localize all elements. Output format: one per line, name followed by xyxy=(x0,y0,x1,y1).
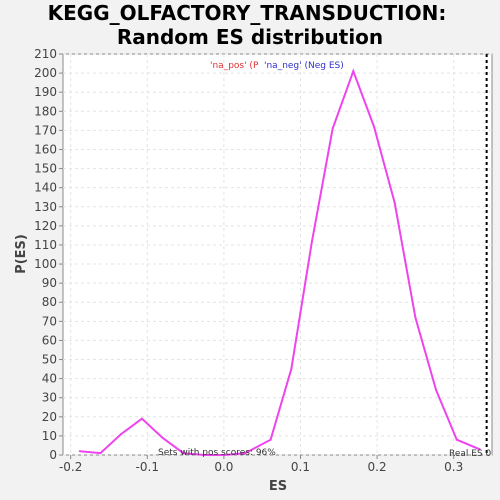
data-point xyxy=(140,417,143,420)
data-point xyxy=(290,368,293,371)
data-point xyxy=(435,389,438,392)
x-axis-ticks: -0.2 -0.1 0.0 0.1 0.2 0.3 xyxy=(59,455,463,474)
x-tick-label: 0.3 xyxy=(444,460,463,474)
y-tick-label: 80 xyxy=(42,295,57,309)
data-point xyxy=(223,454,226,456)
x-tick-label: 0.0 xyxy=(214,460,233,474)
data-point xyxy=(393,201,396,204)
y-tick-label: 110 xyxy=(34,238,57,252)
x-tick-label: -0.2 xyxy=(59,460,82,474)
x-tick-label: 0.1 xyxy=(291,460,310,474)
data-point xyxy=(78,450,81,453)
y-tick-label: 0 xyxy=(49,448,57,462)
y-tick-label: 60 xyxy=(42,333,57,347)
pos-scores-annotation: Sets with pos scores: 96% xyxy=(158,448,276,458)
y-tick-label: 20 xyxy=(42,410,57,424)
y-tick-label: 140 xyxy=(34,181,57,195)
data-point xyxy=(202,454,205,456)
y-axis-ticks: 0 10 20 30 40 50 60 70 80 90 100 110 120 130 140 150 160… xyxy=(34,47,63,462)
y-tick-label: 90 xyxy=(42,276,57,290)
y-tick-label: 10 xyxy=(42,429,57,443)
y-tick-label: 210 xyxy=(34,47,57,61)
data-point xyxy=(120,432,123,435)
y-tick-label: 100 xyxy=(34,257,57,271)
data-points xyxy=(78,70,481,456)
y-tick-label: 50 xyxy=(42,353,57,367)
chart-title-line1: KEGG_OLFACTORY_TRANSDUCTION: xyxy=(48,1,447,25)
y-tick-label: 190 xyxy=(34,85,57,99)
data-point xyxy=(269,438,272,441)
x-tick-label: -0.1 xyxy=(136,460,159,474)
x-axis-label: ES xyxy=(269,479,287,494)
es-distribution-line xyxy=(79,68,481,456)
y-tick-label: 180 xyxy=(34,104,57,118)
y-tick-label: 200 xyxy=(34,66,57,80)
data-point xyxy=(310,240,313,243)
x-tick-label: 0.2 xyxy=(368,460,387,474)
data-point xyxy=(331,127,334,130)
plot-area xyxy=(62,53,493,456)
chart-title-line2: Random ES distribution xyxy=(117,25,383,49)
data-point xyxy=(244,452,247,455)
data-point xyxy=(478,448,481,451)
y-tick-label: 130 xyxy=(34,200,57,214)
y-tick-label: 70 xyxy=(42,314,57,328)
y-tick-label: 40 xyxy=(42,372,57,386)
y-tick-label: 160 xyxy=(34,142,57,156)
legend-entry-neg: 'na_neg' (Neg ES) xyxy=(264,61,344,71)
grid xyxy=(63,53,492,456)
data-point xyxy=(99,452,102,455)
data-point xyxy=(352,70,355,73)
data-point xyxy=(455,438,458,441)
y-axis-label: P(ES) xyxy=(14,234,29,274)
data-point xyxy=(161,436,164,439)
y-tick-label: 30 xyxy=(42,391,57,405)
legend-entry-pos: 'na_pos' (P xyxy=(210,61,259,71)
data-point xyxy=(373,125,376,128)
data-point xyxy=(414,316,417,319)
y-tick-label: 120 xyxy=(34,219,57,233)
data-point xyxy=(182,452,185,455)
y-tick-label: 150 xyxy=(34,162,57,176)
y-tick-label: 170 xyxy=(34,123,57,137)
real-es-label: Real ES 0 xyxy=(449,449,492,459)
